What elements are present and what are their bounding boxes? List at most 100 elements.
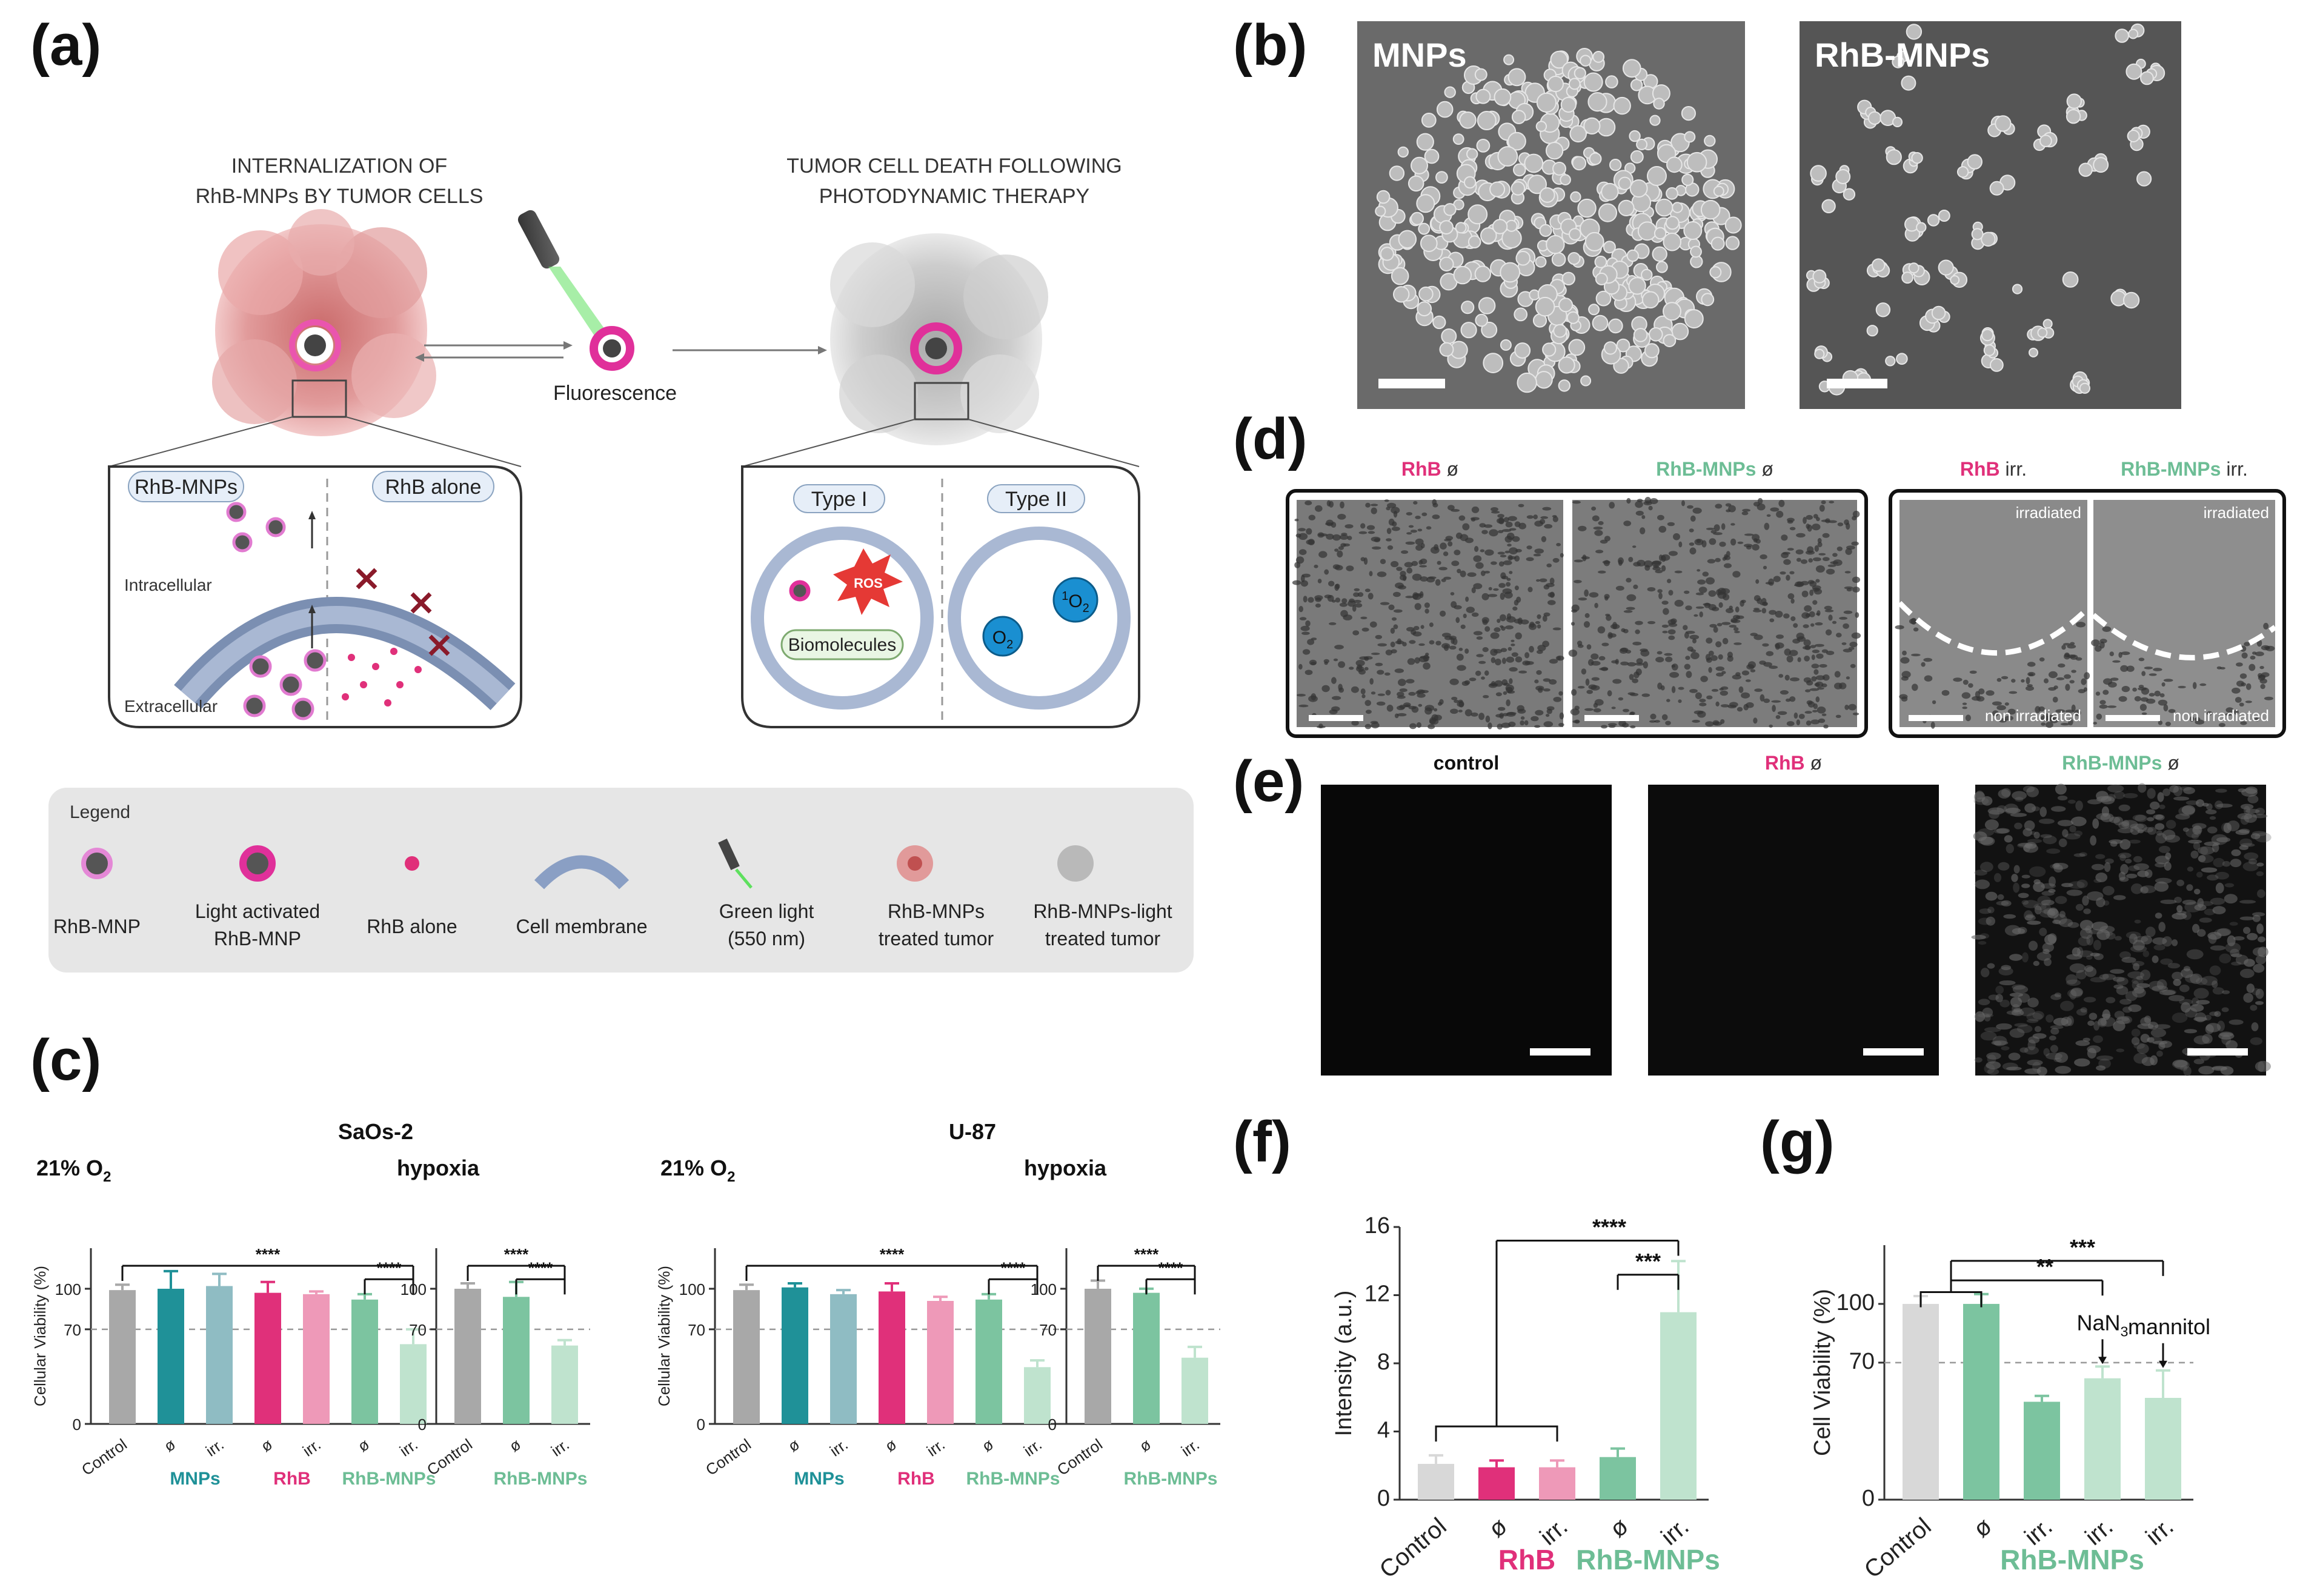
fluorescent-cell bbox=[2127, 971, 2144, 979]
cell bbox=[1488, 683, 1498, 688]
cell bbox=[1512, 536, 1520, 542]
cell bbox=[1534, 725, 1541, 728]
fluorescent-cell bbox=[2164, 834, 2181, 843]
fluorescent-cell bbox=[1987, 906, 1995, 914]
cell bbox=[1661, 554, 1670, 561]
fluorescent-cell bbox=[2167, 963, 2181, 969]
cell bbox=[1601, 725, 1607, 729]
fluorescent-cell bbox=[2130, 826, 2140, 835]
fluorescent-cell bbox=[2250, 1037, 2262, 1045]
panel-label-b: (b) bbox=[1233, 13, 1308, 78]
fluorescent-cell bbox=[2137, 829, 2144, 834]
cell bbox=[1339, 534, 1349, 540]
nanoparticle bbox=[1507, 131, 1526, 151]
fluorescent-cell bbox=[2185, 974, 2200, 983]
fluorescent-cell bbox=[2156, 979, 2167, 990]
cell bbox=[1996, 705, 2006, 711]
nanoparticle bbox=[1641, 291, 1660, 309]
fluorescent-cell bbox=[2075, 1040, 2090, 1046]
cell bbox=[2099, 704, 2108, 709]
nanoparticle bbox=[1916, 222, 1927, 233]
cell bbox=[1539, 578, 1547, 582]
fluorescent-cell bbox=[2219, 953, 2232, 963]
cell bbox=[1733, 642, 1742, 645]
cell bbox=[1499, 713, 1504, 719]
category-label: ø bbox=[1605, 1513, 1634, 1543]
fluorescent-cell bbox=[2049, 1036, 2056, 1041]
cell bbox=[1661, 600, 1669, 605]
cell bbox=[1574, 559, 1583, 563]
cell bbox=[1700, 676, 1708, 682]
nanoparticle bbox=[1637, 221, 1657, 241]
fluorescent-cell bbox=[2250, 1005, 2258, 1011]
fluorescent-cell bbox=[2209, 965, 2221, 976]
cell bbox=[2236, 662, 2243, 667]
fluorescent-cell bbox=[2074, 830, 2082, 837]
nanoparticle bbox=[1608, 318, 1623, 334]
cell bbox=[1581, 668, 1587, 675]
nanoparticle bbox=[1872, 258, 1886, 272]
fluorescent-cell bbox=[2044, 958, 2052, 966]
cell bbox=[1491, 561, 1497, 565]
nanoparticle bbox=[1812, 269, 1827, 284]
fluorescent-cell bbox=[2053, 864, 2063, 873]
cell bbox=[1471, 712, 1478, 717]
cell bbox=[1593, 527, 1603, 530]
cell bbox=[1456, 653, 1464, 661]
cell bbox=[1721, 622, 1731, 625]
fluorescent-cell bbox=[2093, 953, 2104, 960]
fluorescent-cell bbox=[2026, 786, 2039, 797]
fluorescent-cell bbox=[1989, 810, 2000, 819]
cell bbox=[1447, 505, 1455, 511]
fluorescent-cell bbox=[2041, 883, 2056, 889]
cell bbox=[2027, 662, 2036, 667]
fluorescent-cell bbox=[2023, 843, 2038, 853]
fluorescent-cell bbox=[2143, 826, 2153, 833]
cell bbox=[1443, 551, 1449, 556]
cell bbox=[1806, 680, 1813, 686]
nanoparticle bbox=[1489, 181, 1506, 198]
fluorescent-cell bbox=[2075, 800, 2083, 811]
cell bbox=[1509, 547, 1518, 554]
fluorescent-cell bbox=[2190, 850, 2199, 859]
nanoparticle bbox=[1589, 152, 1602, 165]
cell bbox=[1332, 696, 1341, 700]
fluorescent-cell bbox=[2024, 910, 2033, 921]
nanoparticle bbox=[1892, 55, 1905, 68]
cell bbox=[1852, 587, 1860, 593]
fluorescent-cell bbox=[2100, 1016, 2116, 1027]
fluorescent-cell bbox=[2113, 984, 2124, 989]
cell bbox=[1507, 647, 1512, 651]
fluorescent-cell bbox=[2093, 1035, 2103, 1043]
fluorescent-cell bbox=[2152, 985, 2169, 992]
cell bbox=[1341, 598, 1348, 603]
cell bbox=[1480, 549, 1485, 553]
nanoparticle bbox=[1492, 219, 1508, 234]
cell bbox=[1418, 703, 1423, 707]
cell bbox=[1823, 674, 1830, 681]
nanoparticle bbox=[1647, 166, 1667, 186]
nanoparticle bbox=[1875, 302, 1891, 318]
cell bbox=[1900, 657, 1910, 664]
cell bbox=[1546, 714, 1550, 717]
cell bbox=[1657, 651, 1663, 655]
cell bbox=[1497, 619, 1501, 623]
fluorescent-cell bbox=[2165, 820, 2176, 829]
cell bbox=[1524, 652, 1530, 659]
significance-label: **** bbox=[880, 1245, 905, 1263]
fluorescent-cell bbox=[2076, 1008, 2087, 1016]
fluorescent-cell bbox=[2001, 1046, 2010, 1051]
nanoparticle bbox=[1577, 198, 1597, 218]
nanoparticle bbox=[1971, 228, 1984, 241]
cell bbox=[1369, 678, 1374, 685]
fluorescent-cell bbox=[2168, 995, 2185, 1002]
cell bbox=[2107, 705, 2117, 708]
cell bbox=[1618, 697, 1624, 701]
fluorescent-cell bbox=[2058, 838, 2067, 848]
fluorescent-cell bbox=[2156, 1050, 2163, 1057]
cell bbox=[1490, 632, 1500, 639]
fluorescent-cell bbox=[2110, 969, 2125, 974]
fluorescent-cell bbox=[2210, 945, 2226, 951]
y-tick-label: 0 bbox=[697, 1415, 705, 1434]
cell bbox=[1740, 600, 1744, 607]
